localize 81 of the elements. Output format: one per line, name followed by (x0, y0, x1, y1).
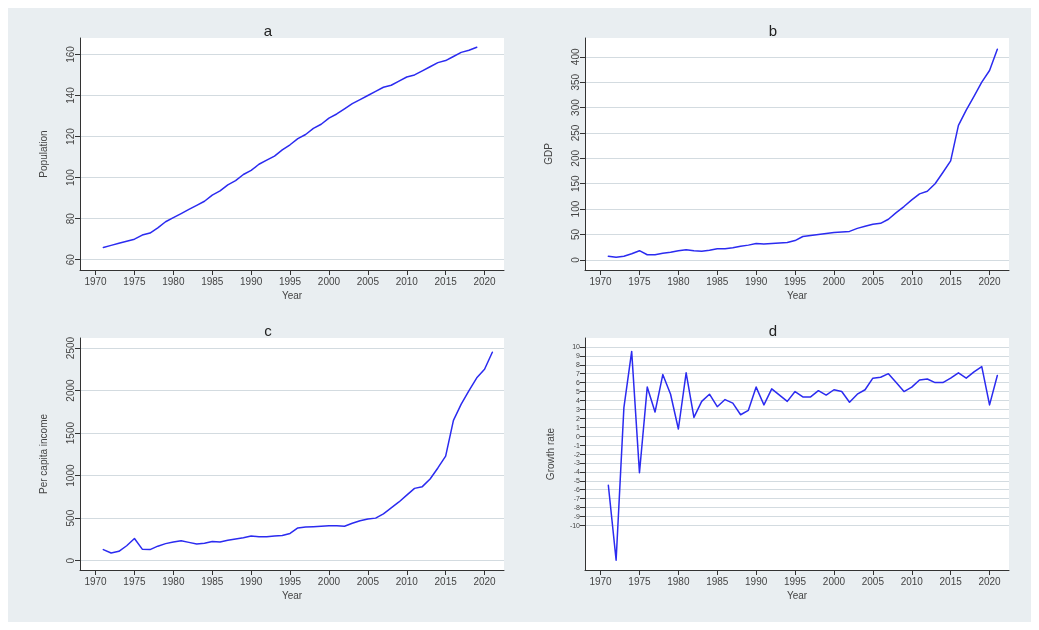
x-tick-label: 2010 (395, 575, 419, 587)
y-axis-title: Growth rate (544, 427, 556, 481)
x-tick-label: 2000 (822, 275, 846, 287)
x-tick-label: 2015 (434, 275, 458, 287)
x-tick-label: 1990 (240, 575, 263, 587)
y-tick-label: 500 (64, 509, 76, 527)
x-axis-title: Year (281, 290, 303, 302)
y-tick-label: 150 (569, 174, 581, 193)
y-tick-label: 0 (569, 256, 581, 263)
x-axis-title: Year (786, 290, 808, 302)
x-tick-label: 1985 (201, 275, 224, 287)
x-tick-label: 2015 (939, 275, 963, 287)
x-tick-label: 2000 (822, 575, 846, 587)
line-series (607, 350, 999, 561)
x-tick-label: 2000 (317, 575, 341, 587)
x-tick-label: 2020 (978, 575, 1002, 587)
x-tick-label: 1995 (278, 275, 302, 287)
y-tick-label: 2500 (64, 336, 76, 360)
x-tick-label: 2010 (900, 575, 924, 587)
x-tick-label: 1975 (628, 575, 652, 587)
x-tick-label: 1995 (783, 575, 807, 587)
x-tick-label: 1990 (745, 275, 768, 287)
y-tick-label: 60 (64, 253, 76, 266)
x-tick-label: 1970 (84, 275, 108, 287)
y-tick-label: 200 (569, 149, 581, 167)
y-tick-label: 2000 (64, 379, 76, 402)
x-tick-label: 1990 (745, 575, 768, 587)
x-tick-label: 1970 (589, 275, 613, 287)
x-tick-label: 2005 (356, 275, 380, 287)
y-tick-label: 300 (569, 98, 581, 116)
x-tick-label: 1995 (783, 275, 807, 287)
chart-title: a (263, 22, 273, 39)
x-tick-label: 1970 (84, 575, 108, 587)
chart-title: c (264, 322, 273, 339)
x-tick-label: 1975 (123, 275, 147, 287)
x-tick-label: 2010 (395, 275, 419, 287)
y-tick-label: 160 (64, 45, 76, 63)
x-tick-label: 1980 (162, 575, 185, 587)
x-tick-label: 2020 (473, 275, 497, 287)
x-tick-label: 1980 (162, 275, 185, 287)
y-tick-label: 1500 (64, 421, 76, 445)
x-tick-label: 1975 (123, 575, 147, 587)
chart-title: d (768, 322, 778, 339)
y-tick-label: 1000 (64, 464, 76, 487)
x-tick-label: 1985 (201, 575, 224, 587)
line-series (102, 351, 494, 554)
x-tick-label: 2020 (473, 575, 497, 587)
x-tick-label: 1980 (667, 275, 690, 287)
y-tick-label: 0 (64, 557, 76, 564)
y-axis-title: GDP (542, 142, 554, 165)
x-tick-label: 2015 (434, 575, 458, 587)
x-tick-label: 2000 (317, 275, 341, 287)
y-tick-label: 120 (64, 127, 76, 145)
x-tick-label: 1975 (628, 275, 652, 287)
x-tick-label: 2015 (939, 575, 963, 587)
x-axis-title: Year (281, 590, 303, 602)
x-tick-label: 1990 (240, 275, 263, 287)
y-axis-title: Per capita income (37, 413, 49, 495)
x-tick-label: 1985 (706, 575, 729, 587)
x-tick-label: 1985 (706, 275, 729, 287)
y-tick-label: 100 (569, 200, 581, 218)
line-series (607, 48, 999, 259)
x-tick-label: 2005 (861, 575, 885, 587)
y-tick-label: 250 (569, 124, 581, 142)
chart-title: b (768, 22, 778, 39)
x-tick-label: 2005 (861, 275, 885, 287)
x-tick-label: 2010 (900, 275, 924, 287)
x-tick-label: 2005 (356, 575, 380, 587)
x-tick-label: 1980 (667, 575, 690, 587)
x-tick-label: 2020 (978, 275, 1002, 287)
y-tick-label: 100 (64, 168, 76, 186)
y-tick-label: 80 (64, 212, 76, 225)
y-tick-label: 140 (64, 86, 76, 104)
x-tick-label: 1970 (589, 575, 613, 587)
line-series (102, 46, 478, 249)
y-axis-title: Population (37, 130, 49, 178)
x-axis-title: Year (786, 590, 808, 602)
y-tick-label: 400 (569, 48, 581, 66)
y-tick-label: 350 (569, 73, 581, 91)
y-tick-label: 50 (569, 228, 581, 241)
x-tick-label: 1995 (278, 575, 302, 587)
